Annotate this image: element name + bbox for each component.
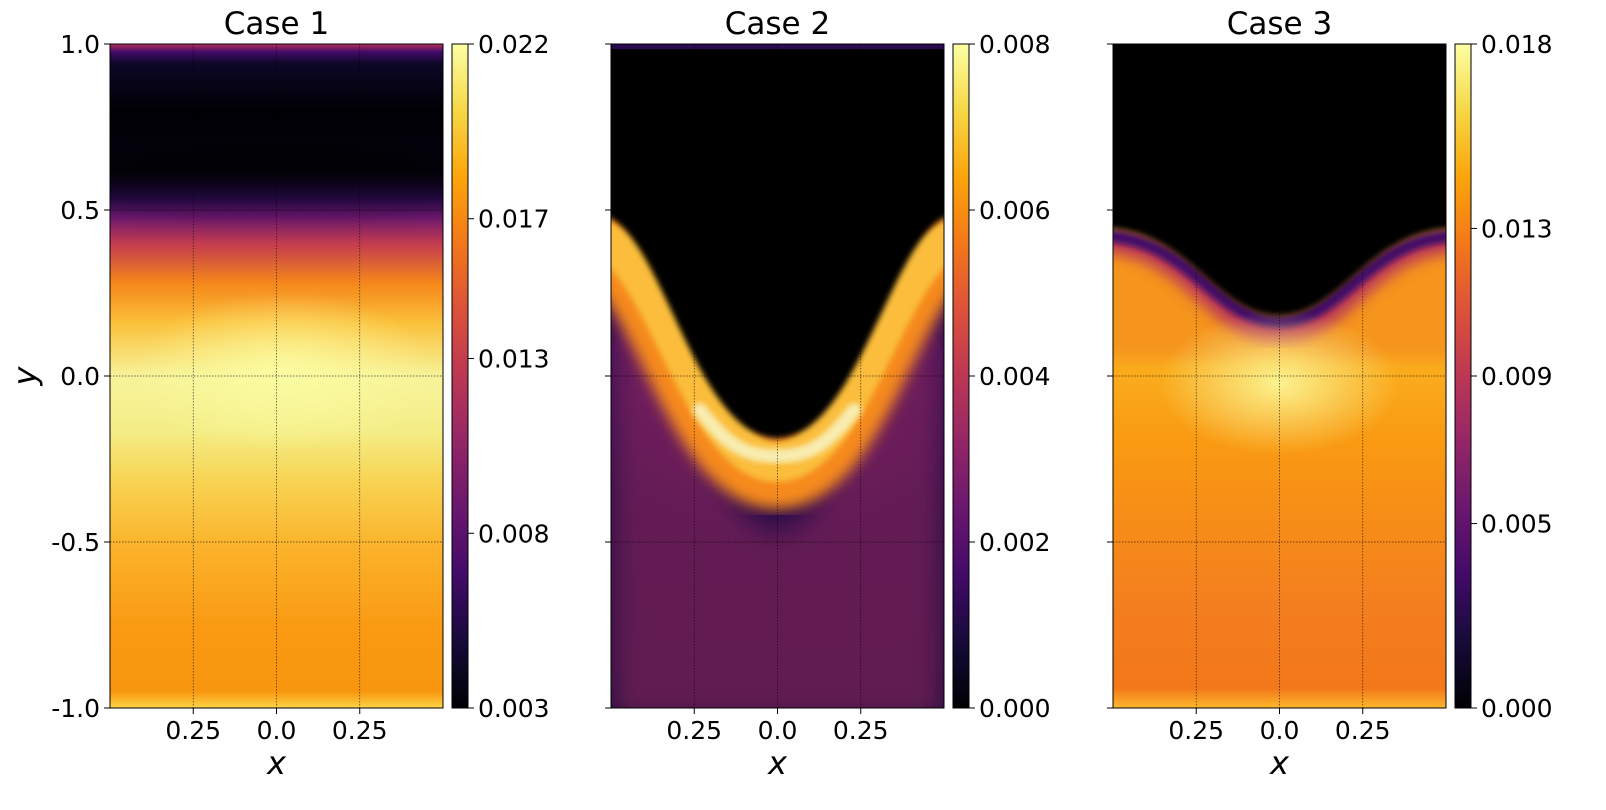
y-tick-label: -1.0	[51, 694, 100, 723]
x-tick-label: 0.0	[1260, 716, 1300, 745]
colorbar: 0.000 0.005 0.009 0.013 0.018	[1454, 30, 1553, 723]
axes-case-3: Case 30.25 0.0 0.25x0.0000.0050.0090.0130.…	[1107, 6, 1553, 782]
colorbar: 0.003 0.008 0.013 0.017 0.022	[451, 30, 550, 723]
y-tick-label: 1.0	[60, 30, 100, 59]
x-tick-label: 0.25	[833, 716, 889, 745]
x-tick-label: 0.25	[332, 716, 388, 745]
colorbar-tick-label: 0.003	[478, 694, 550, 723]
y-tick-label: 0.0	[60, 362, 100, 391]
x-axis-label: x	[266, 744, 287, 782]
colorbar-tick-label: 0.018	[1481, 30, 1553, 59]
colorbar-tick-label: 0.013	[478, 345, 550, 374]
colorbar-gradient	[452, 44, 468, 708]
x-tick-label: 0.25	[165, 716, 221, 745]
colorbar-tick-label: 0.008	[478, 519, 550, 548]
axes-layer: Case 10.25 0.0 0.25x-1.0-0.50.00.51.0y0.00…	[6, 6, 1553, 782]
colorbar-frame	[451, 43, 469, 709]
colorbar: 0.000 0.002 0.004 0.006 0.008	[952, 30, 1051, 723]
x-axis-label: x	[767, 744, 788, 782]
colorbar-tick-label: 0.008	[979, 30, 1051, 59]
colorbar-tick-label: 0.000	[979, 694, 1051, 723]
axes-case-1: Case 1 0.25 0.0 0.25 x -1.0 -0.5 0.0 0.5 1.0 y 0.00…	[6, 6, 550, 782]
axes-case-2: Case 20.25 0.0 0.25x0.0000.0020.0040.0060.…	[605, 6, 1051, 782]
x-tick-label: 0.0	[257, 716, 297, 745]
x-axis-label: x	[1269, 744, 1290, 782]
colorbar-tick-label: 0.022	[478, 30, 550, 59]
chart-title: Case 1	[224, 6, 329, 42]
panel-case-2	[611, 44, 944, 708]
colorbar-tick-label: 0.005	[1481, 510, 1553, 539]
colorbar-tick-label: 0.000	[1481, 694, 1553, 723]
colorbar-gradient	[1455, 44, 1471, 708]
y-axis-label: y	[6, 365, 44, 386]
y-tick-label: -0.5	[51, 528, 100, 557]
y-tick-label: 0.5	[60, 196, 100, 225]
heatmap-field	[1113, 44, 1446, 708]
colorbar-gradient	[953, 44, 969, 708]
colorbar-tick-label: 0.017	[478, 205, 550, 234]
colorbar-tick-label: 0.006	[979, 196, 1051, 225]
x-tick-label: 0.25	[1335, 716, 1391, 745]
x-tick-label: 0.0	[758, 716, 798, 745]
colorbar-tick-label: 0.002	[979, 528, 1051, 557]
chart-title: Case 2	[725, 6, 830, 42]
colorbar-tick-label: 0.004	[979, 362, 1051, 391]
heatmap-field	[611, 44, 944, 708]
chart-title: Case 3	[1227, 6, 1332, 42]
colorbar-tick-label: 0.009	[1481, 362, 1553, 391]
panel-case-3	[1113, 44, 1446, 708]
x-tick-label: 0.25	[666, 716, 722, 745]
colorbar-tick-label: 0.013	[1481, 214, 1553, 243]
x-tick-label: 0.25	[1168, 716, 1224, 745]
